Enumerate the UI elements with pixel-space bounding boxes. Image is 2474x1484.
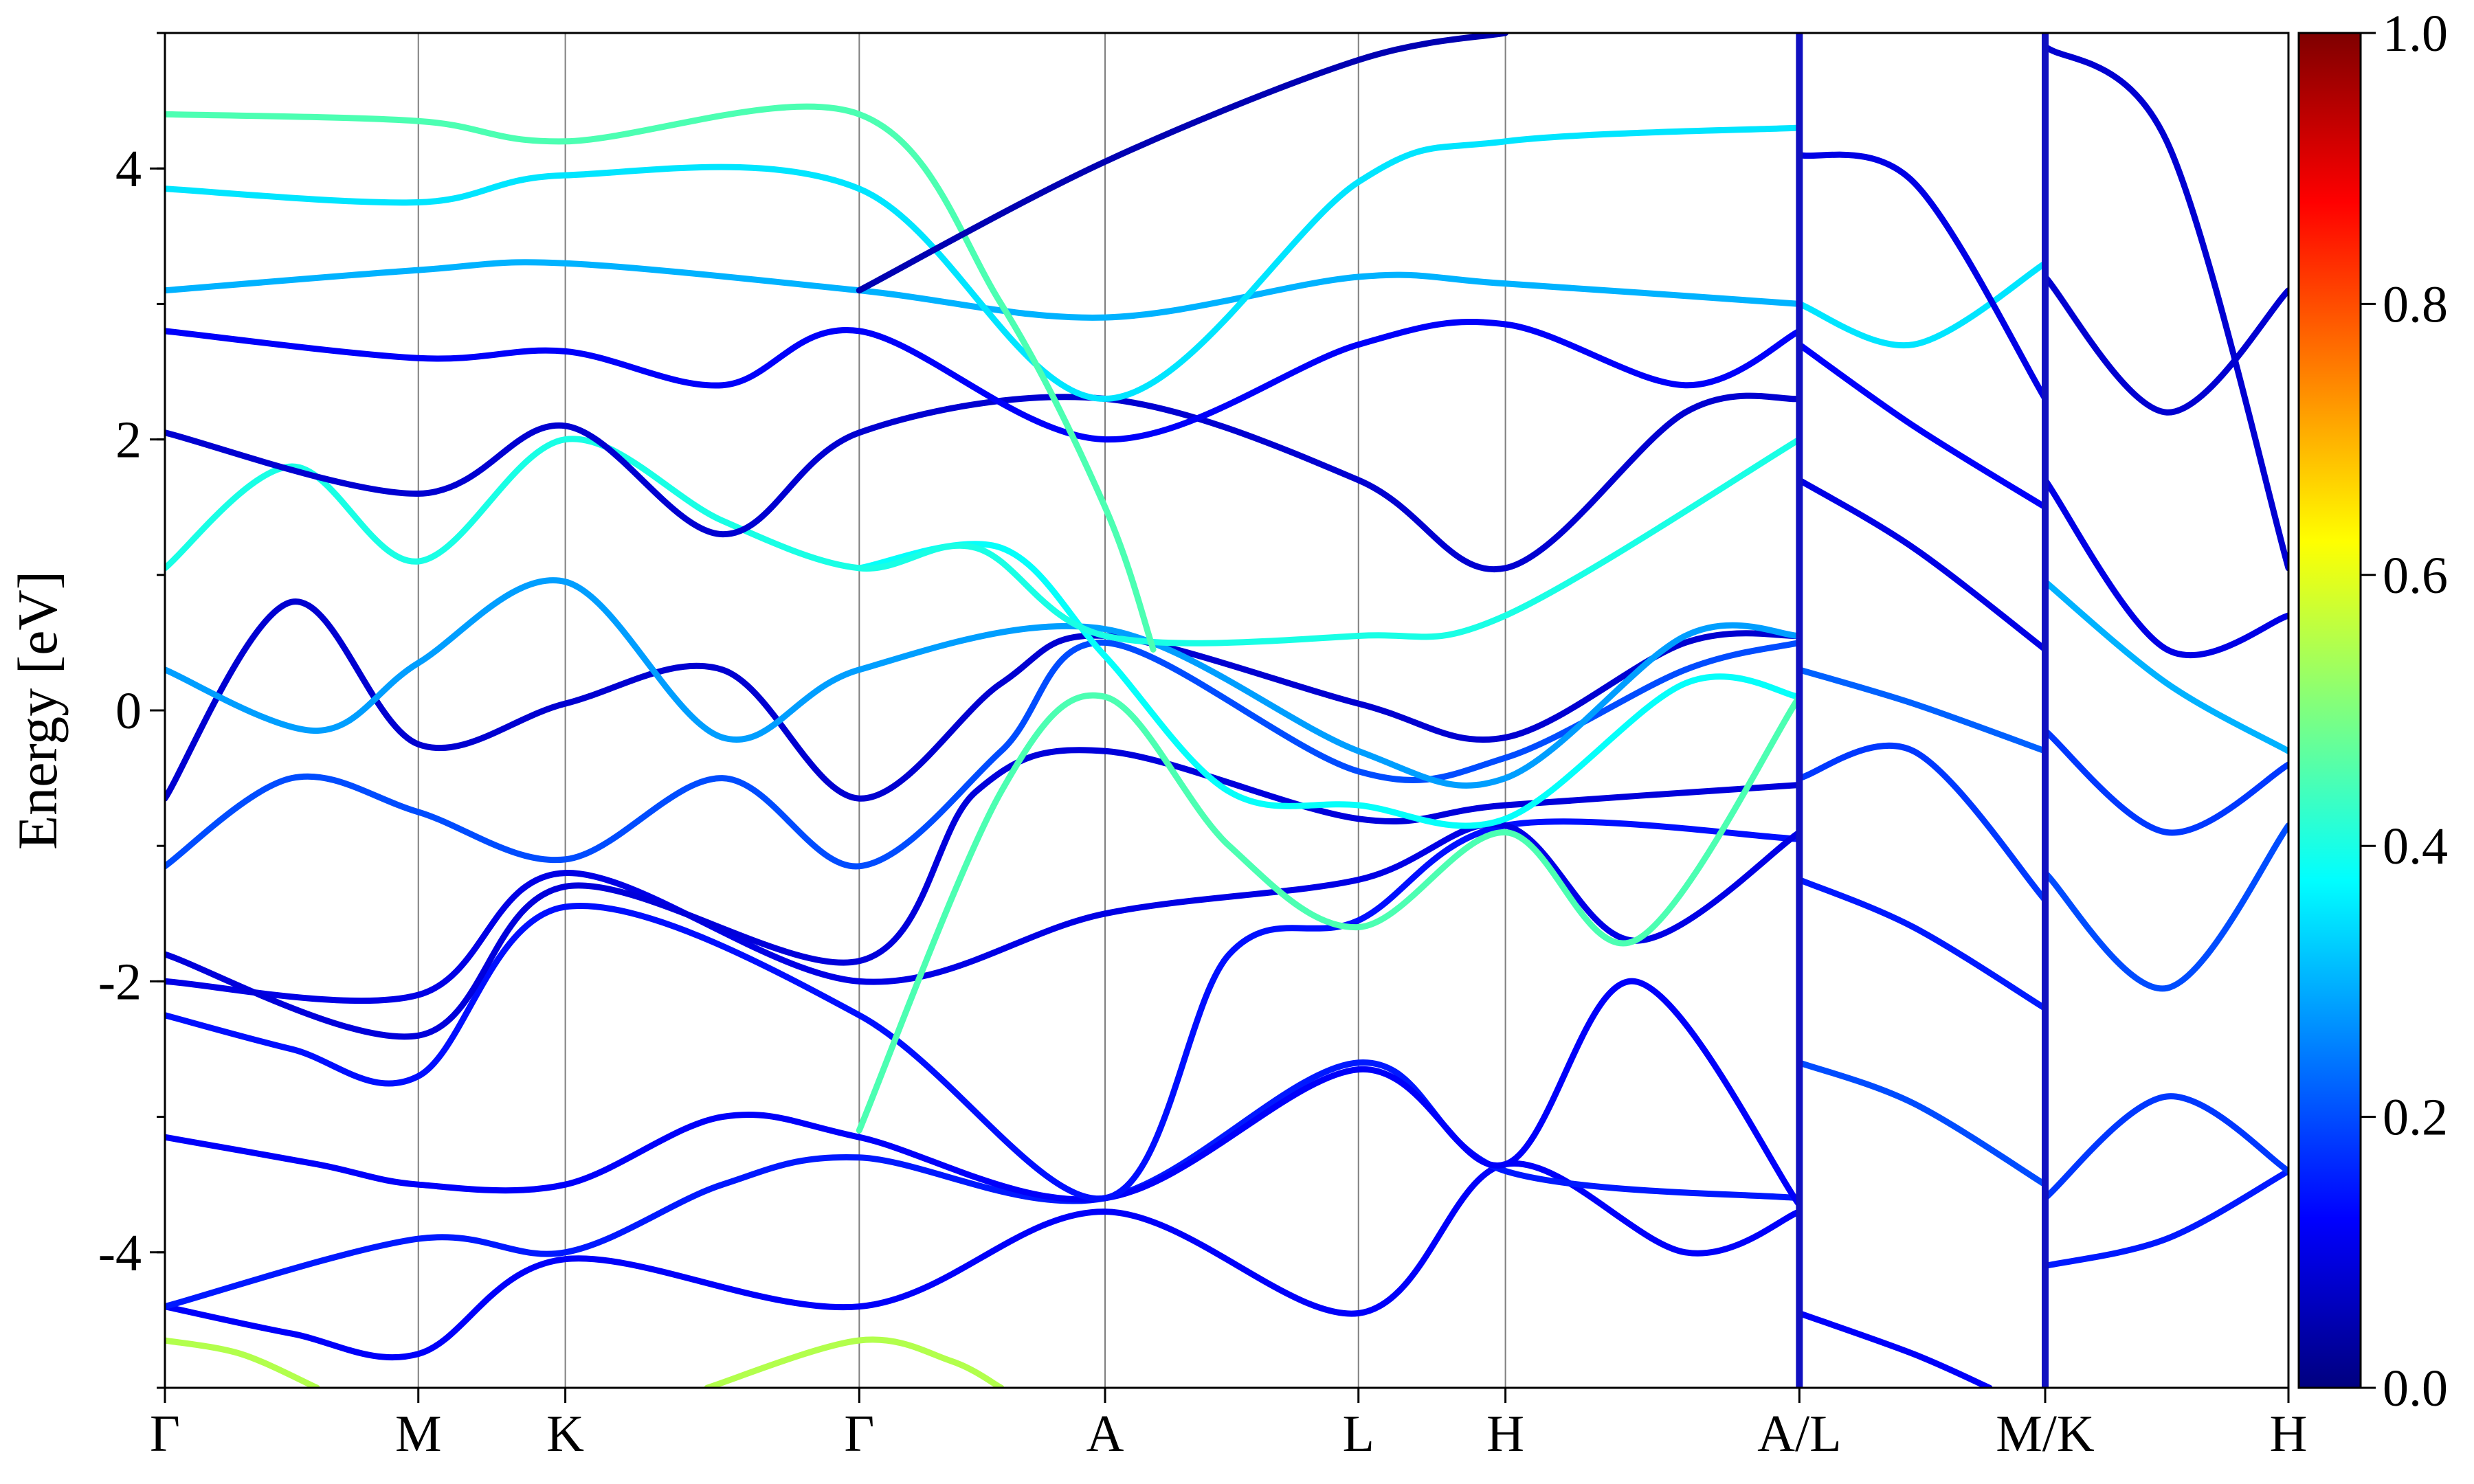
band-line xyxy=(2042,1168,2288,1269)
colorbar-tick-label: 0.4 xyxy=(2383,818,2448,875)
band-line xyxy=(165,1160,1803,1361)
band-line xyxy=(856,33,1509,294)
colorbar xyxy=(2297,32,2362,1389)
y-tick-label: 4 xyxy=(115,140,142,198)
colorbar-tick-label: 0.8 xyxy=(2383,276,2448,333)
band-line xyxy=(1796,1059,2049,1188)
band-line xyxy=(165,747,1803,1040)
band-line xyxy=(2042,273,2288,416)
band-line xyxy=(2042,1093,2288,1202)
colorbar-ticks: 0.0 0.2 0.4 0.6 0.8 1.0 xyxy=(2361,5,2448,1417)
band-line xyxy=(2042,43,2288,572)
band-line xyxy=(1796,666,2049,754)
band-line xyxy=(1796,341,2049,510)
band-line xyxy=(165,103,1157,653)
band-line xyxy=(2042,578,2288,754)
band-line xyxy=(2042,728,2288,836)
band-line xyxy=(856,541,1803,829)
x-tick-label: L xyxy=(1343,1405,1374,1463)
band-line xyxy=(704,1336,1005,1388)
x-tick-label: Γ xyxy=(844,1405,874,1463)
band-line xyxy=(165,577,1803,789)
y-tick-label: 0 xyxy=(115,682,142,740)
band-lines xyxy=(165,33,2288,1388)
band-line xyxy=(165,319,1803,443)
plot-frame xyxy=(164,32,2290,1389)
band-line xyxy=(165,124,1803,402)
x-tick-label: M xyxy=(395,1405,442,1463)
band-line xyxy=(165,639,1803,870)
x-tick-label: A xyxy=(1086,1405,1124,1463)
band-line xyxy=(856,692,1803,1134)
band-line xyxy=(165,818,1803,1202)
band-line xyxy=(2042,822,2288,992)
band-line xyxy=(1796,477,2049,653)
band-line xyxy=(165,598,1803,802)
band-line xyxy=(1796,151,2049,402)
path-break-lines xyxy=(1796,33,2049,1388)
band-line xyxy=(165,978,1803,1208)
colorbar-tick-label: 1.0 xyxy=(2383,5,2448,63)
y-axis-ticks: -4 -2 0 2 4 xyxy=(98,32,165,1389)
x-axis-ticks: Γ M K Γ A L H A/L M/K H xyxy=(150,1388,2307,1463)
band-line xyxy=(165,392,1803,573)
x-tick-label: H xyxy=(1486,1405,1524,1463)
colorbar-tick-label: 0.2 xyxy=(2383,1089,2448,1147)
x-tick-label: K xyxy=(546,1405,584,1463)
band-line xyxy=(2042,477,2288,659)
x-tick-label: A/L xyxy=(1757,1405,1841,1463)
x-tick-label: H xyxy=(2270,1405,2308,1463)
y-axis-label: Energy [eV] xyxy=(6,571,69,850)
band-line xyxy=(1796,1310,1993,1388)
band-line xyxy=(1796,260,2049,349)
y-tick-label: -4 xyxy=(98,1224,142,1282)
band-line xyxy=(165,821,1803,1004)
band-line xyxy=(165,1337,320,1388)
colorbar-tick-label: 0.0 xyxy=(2383,1360,2448,1417)
y-tick-label: 2 xyxy=(115,412,142,469)
band-line xyxy=(1796,877,2049,1012)
x-tick-label: Γ xyxy=(150,1405,180,1463)
colorbar-tick-label: 0.6 xyxy=(2383,547,2448,605)
y-tick-label: -2 xyxy=(98,953,142,1011)
band-line xyxy=(165,436,1803,647)
band-line xyxy=(1796,742,2049,903)
x-tick-label: M/K xyxy=(1996,1405,2095,1463)
